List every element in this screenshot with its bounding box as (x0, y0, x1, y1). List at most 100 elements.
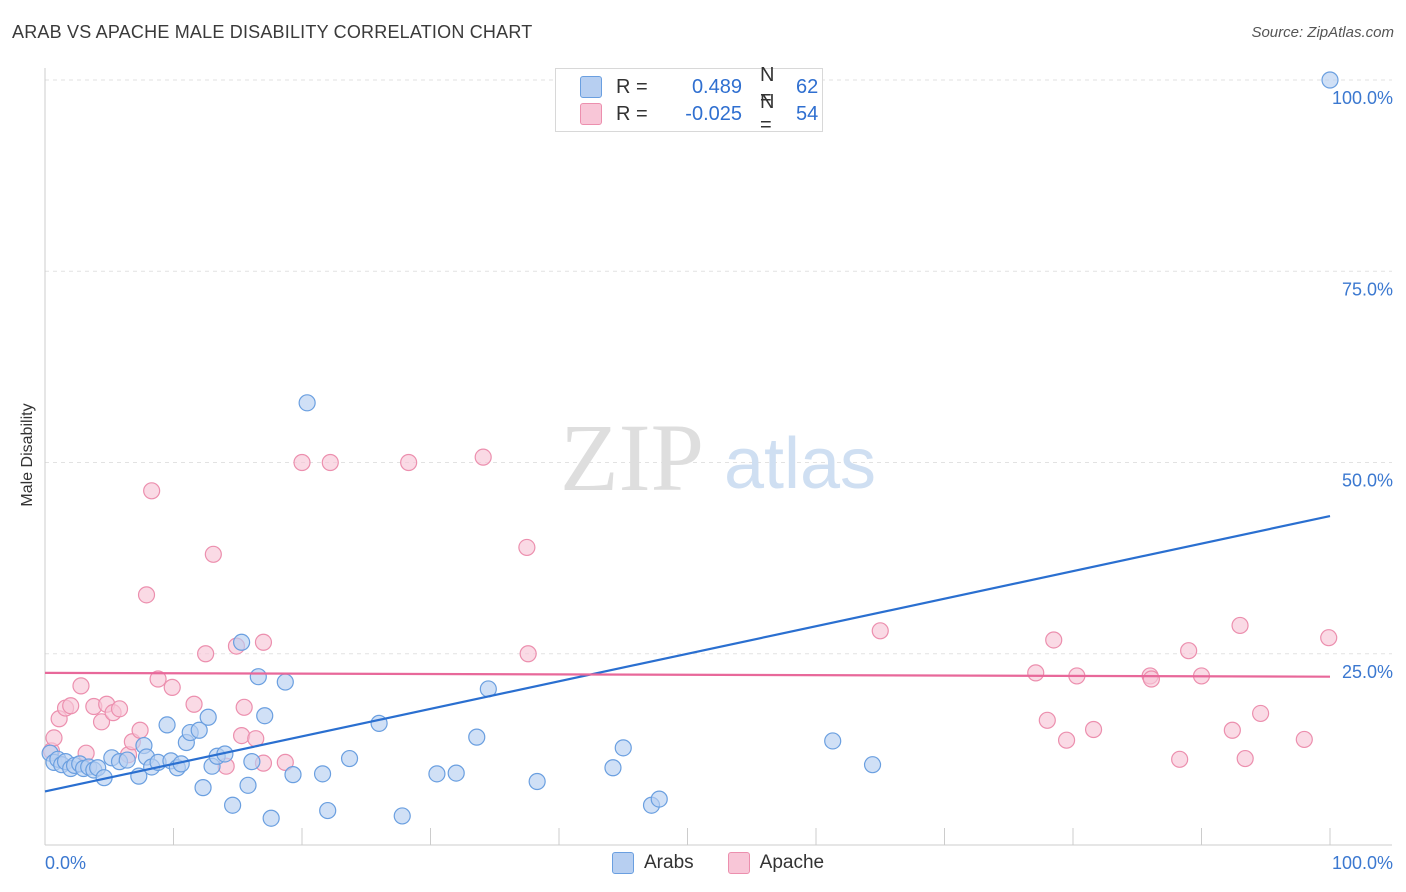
arabs-point (262, 809, 280, 827)
apache-point (235, 698, 253, 716)
apache-point (197, 645, 215, 663)
arabs-point (118, 751, 136, 769)
r-label: R = (616, 75, 648, 98)
arabs-point (1321, 71, 1339, 89)
apache-point (400, 453, 418, 472)
chart-title: ARAB VS APACHE MALE DISABILITY CORRELATI… (12, 22, 533, 42)
apache-swatch (580, 103, 602, 125)
apache-point (1084, 720, 1103, 739)
arabs-point (428, 765, 446, 783)
arabs-point (319, 801, 337, 820)
apache-point (1038, 711, 1056, 729)
apache-point (45, 729, 63, 747)
legend-row-arabs: R = 0.489 N = 62 (580, 64, 819, 109)
arabs-point (158, 716, 176, 734)
correlation-legend: R = 0.489 N = 62 R = -0.025 N = 54 (555, 64, 823, 136)
arabs-point (224, 796, 242, 814)
legend-row-apache: R = -0.025 N = 54 (580, 91, 819, 136)
tick-labels: 25.0% 50.0% 75.0% 100.0% 0.0% 100.0% (45, 88, 1393, 873)
arabs-point (604, 759, 622, 777)
source-text: Source: ZipAtlas.com (1251, 24, 1394, 41)
arabs-point (393, 807, 411, 825)
watermark-zip: ZIP (560, 404, 704, 511)
arabs-point (614, 739, 632, 757)
arabs-n-value: 62 (796, 75, 819, 98)
apache-r-value: -0.025 (685, 102, 742, 125)
watermark-atlas: atlas (724, 424, 876, 504)
arabs-point (194, 779, 212, 797)
arabs-r-value: 0.489 (691, 75, 742, 98)
arabs-point (256, 707, 274, 725)
n-label: N = (760, 91, 775, 136)
x-tick-label: 100.0% (1332, 853, 1393, 873)
arabs-trend-line (44, 514, 1331, 793)
apache-point (110, 700, 129, 718)
apache-point (185, 695, 203, 713)
apache-point (276, 753, 294, 771)
apache-point (143, 482, 161, 500)
arabs-point (199, 708, 217, 726)
apache-point (1252, 704, 1270, 723)
arabs-legend-label: Arabs (644, 852, 694, 873)
apache-point (1142, 670, 1160, 688)
arabs-point (863, 756, 882, 774)
apache-legend-label: Apache (759, 852, 825, 873)
y-tick-label: 75.0% (1342, 279, 1393, 299)
y-tick-label: 100.0% (1332, 88, 1393, 108)
arabs-legend-swatch (612, 852, 634, 874)
arabs-point (190, 721, 208, 739)
apache-point (233, 727, 251, 745)
series-legend: Arabs Apache (612, 852, 858, 874)
apache-point (72, 677, 90, 695)
apache-point (1180, 642, 1198, 660)
trend-lines (44, 514, 1331, 793)
apache-point (204, 545, 222, 563)
apache-trend-line (44, 671, 1331, 678)
arabs-point (298, 394, 316, 412)
watermark: ZIP atlas (560, 404, 876, 511)
arabs-point (276, 673, 294, 691)
axes (44, 68, 1392, 846)
apache-point (1171, 750, 1189, 768)
apache-point (149, 670, 167, 688)
apache-point (163, 678, 181, 697)
apache-point (92, 713, 111, 731)
apache-point (1027, 664, 1045, 682)
arabs-point (249, 668, 267, 686)
apache-point (1236, 749, 1254, 768)
r-label: R = (616, 102, 648, 125)
arabs-point (243, 753, 261, 771)
legend-item-arabs: Arabs (612, 852, 694, 874)
apache-point (254, 633, 273, 651)
apache-legend-swatch (727, 852, 750, 874)
arabs-point (284, 766, 302, 784)
apache-point (1057, 731, 1076, 749)
arabs-point (239, 776, 257, 794)
arabs-point (233, 633, 251, 651)
apache-point (1320, 629, 1338, 647)
apache-point (131, 721, 149, 739)
x-tick-label: 0.0% (45, 853, 86, 873)
apache-point (137, 586, 156, 604)
arabs-points (41, 71, 1339, 827)
arabs-point (340, 749, 359, 768)
apache-point (293, 453, 311, 472)
y-tick-label: 50.0% (1342, 471, 1393, 491)
n-label: N = (760, 64, 775, 109)
apache-point (321, 453, 339, 472)
apache-point (519, 645, 537, 663)
arabs-point (447, 764, 465, 782)
gridlines (45, 79, 1392, 655)
y-tick-label: 25.0% (1342, 662, 1393, 682)
arabs-point (528, 772, 546, 791)
arabs-swatch (580, 76, 602, 98)
apache-point (62, 697, 80, 715)
arabs-point (650, 790, 668, 808)
apache-point (518, 538, 536, 557)
legend-item-apache: Apache (727, 852, 825, 874)
apache-point (1223, 721, 1241, 739)
arabs-point (313, 765, 332, 783)
apache-n-value: 54 (796, 102, 819, 125)
apache-point (474, 448, 492, 466)
